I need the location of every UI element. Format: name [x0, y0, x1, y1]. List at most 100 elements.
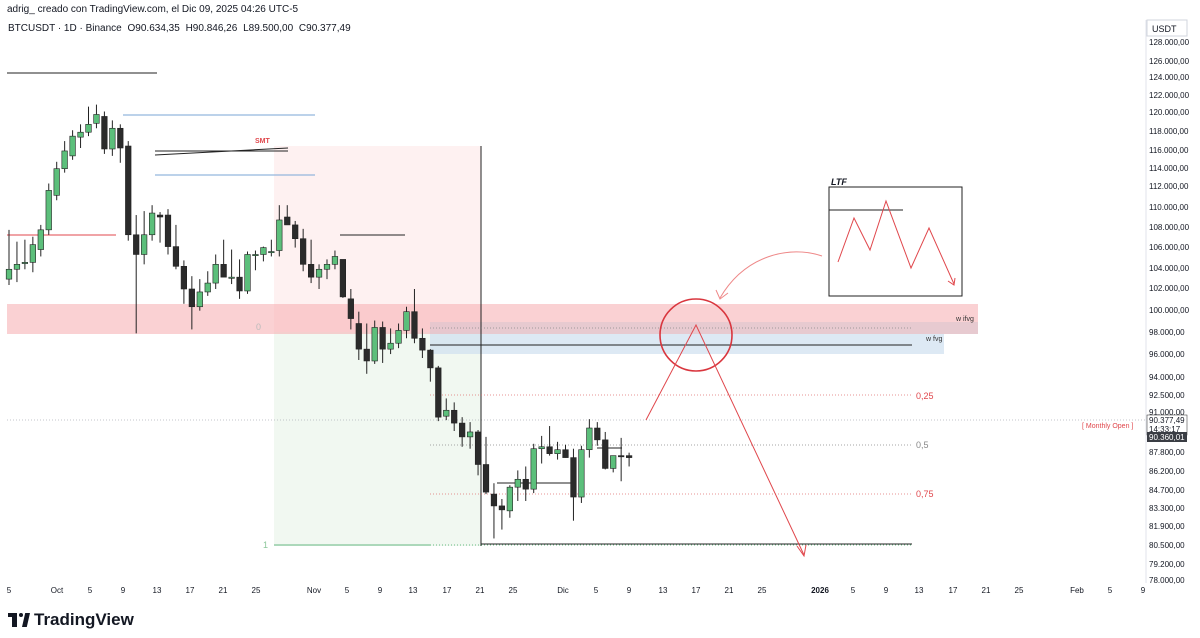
time-tick-label: Dic	[557, 586, 569, 595]
candle-body	[403, 311, 410, 331]
symbol-name[interactable]: BTCUSDT · 1D · Binance	[8, 23, 122, 34]
price-tick-label: 92.500,00	[1149, 391, 1185, 400]
time-tick-label: 17	[186, 586, 195, 595]
candle	[443, 398, 450, 421]
price-tick-label: 118.000,00	[1149, 127, 1189, 136]
candle-body	[498, 505, 506, 511]
candle	[546, 426, 553, 456]
candle-body	[443, 409, 450, 417]
candle	[490, 483, 498, 539]
projection-path	[645, 323, 805, 556]
currency-label: USDT	[1152, 24, 1177, 34]
candle-body	[323, 264, 331, 270]
currency-box	[1146, 19, 1188, 37]
time-tick-label: 5	[851, 586, 856, 595]
candle	[602, 431, 609, 470]
candle-body	[435, 367, 442, 418]
w-fvg-label: w fvg	[925, 336, 942, 343]
time-tick-label: 13	[659, 586, 668, 595]
candle-body	[466, 431, 474, 438]
candle-body	[156, 214, 164, 218]
candle	[117, 124, 124, 163]
candle	[427, 349, 434, 382]
fvg-zone	[430, 334, 944, 354]
price-tick-label: 104.000,00	[1149, 264, 1190, 273]
candle	[284, 205, 291, 226]
price-tick-label: 128.000,00	[1149, 38, 1190, 47]
candle	[610, 455, 617, 473]
price-tick-label: 96.000,00	[1149, 350, 1185, 359]
candle	[498, 499, 506, 530]
price-tick-label: 98.000,00	[1149, 328, 1185, 337]
candle-body	[284, 216, 291, 226]
candle-body	[300, 238, 307, 265]
candle	[379, 321, 386, 363]
time-tick-label: 9	[884, 586, 889, 595]
candle-body	[196, 291, 203, 308]
candle	[149, 205, 156, 241]
time-tick-label: 9	[1141, 586, 1146, 595]
candles	[5, 104, 633, 539]
time-tick-label: 9	[378, 586, 383, 595]
price-tick-label: 122.000,00	[1149, 91, 1190, 100]
candle	[212, 254, 219, 289]
candle-body	[180, 266, 188, 290]
candle-body	[530, 448, 537, 490]
price-tick-label: 94.000,00	[1149, 373, 1185, 382]
candle-body	[546, 446, 553, 454]
candle	[586, 419, 593, 458]
candle	[69, 130, 76, 160]
ltf-path	[837, 199, 955, 285]
time-tick-label: 9	[121, 586, 126, 595]
monthly-open-tag	[1147, 432, 1187, 442]
candle	[451, 402, 458, 431]
candle-body	[29, 244, 36, 263]
candle-body	[252, 254, 259, 256]
candle-body	[172, 246, 180, 267]
fib-1-label: 1	[263, 540, 268, 550]
tradingview-logo[interactable]: TradingView	[8, 610, 134, 630]
candle-body	[212, 264, 219, 284]
candle-body	[363, 348, 370, 362]
price-tick-label: 124.000,00	[1149, 73, 1190, 82]
price-chart[interactable]: SMT 0 0,25 0,5 0,75 1 w ifvg w fvg [ Monthly Ope…	[0, 0, 1200, 600]
candle-body	[594, 427, 601, 441]
candle	[419, 328, 426, 359]
time-tick-label: 2026	[811, 586, 829, 595]
time-tick-label: 25	[509, 586, 518, 595]
candle	[29, 236, 36, 273]
candle-body	[53, 168, 60, 196]
tradingview-logo-text: TradingView	[34, 610, 134, 629]
price-tick-label: 87.800,00	[1149, 448, 1185, 457]
candle	[220, 239, 227, 278]
time-tick-label: 17	[692, 586, 701, 595]
smt-label: SMT	[255, 138, 271, 145]
candle-body	[490, 493, 498, 507]
candle-body	[292, 224, 299, 240]
candle	[196, 279, 203, 311]
candle-body	[427, 349, 434, 369]
candle	[403, 306, 410, 339]
time-tick-label: 5	[88, 586, 93, 595]
time-tick-label: 13	[915, 586, 924, 595]
candle	[53, 161, 60, 201]
candle-body	[411, 311, 418, 339]
candle-body	[554, 449, 561, 454]
ltf-path-arrowhead	[947, 277, 956, 286]
candle	[331, 250, 339, 270]
w-ifvg-label: w ifvg	[955, 316, 974, 323]
candle-body	[586, 427, 593, 451]
time-tick-label: 13	[409, 586, 418, 595]
price-tick-label: 116.000,00	[1149, 146, 1189, 155]
candle	[180, 260, 188, 304]
candle-body	[204, 282, 211, 293]
candle	[156, 212, 164, 243]
candle-body	[514, 478, 521, 488]
candle-body	[371, 327, 378, 362]
candle	[133, 215, 140, 334]
candle	[474, 429, 482, 476]
candle-body	[101, 116, 108, 150]
ohlc-close: C90.377,49	[298, 23, 351, 34]
price-axis: USDT 128.000,00 126.000,00 124.000,00 122.00…	[1145, 19, 1190, 585]
tradingview-logo-icon	[8, 613, 30, 627]
